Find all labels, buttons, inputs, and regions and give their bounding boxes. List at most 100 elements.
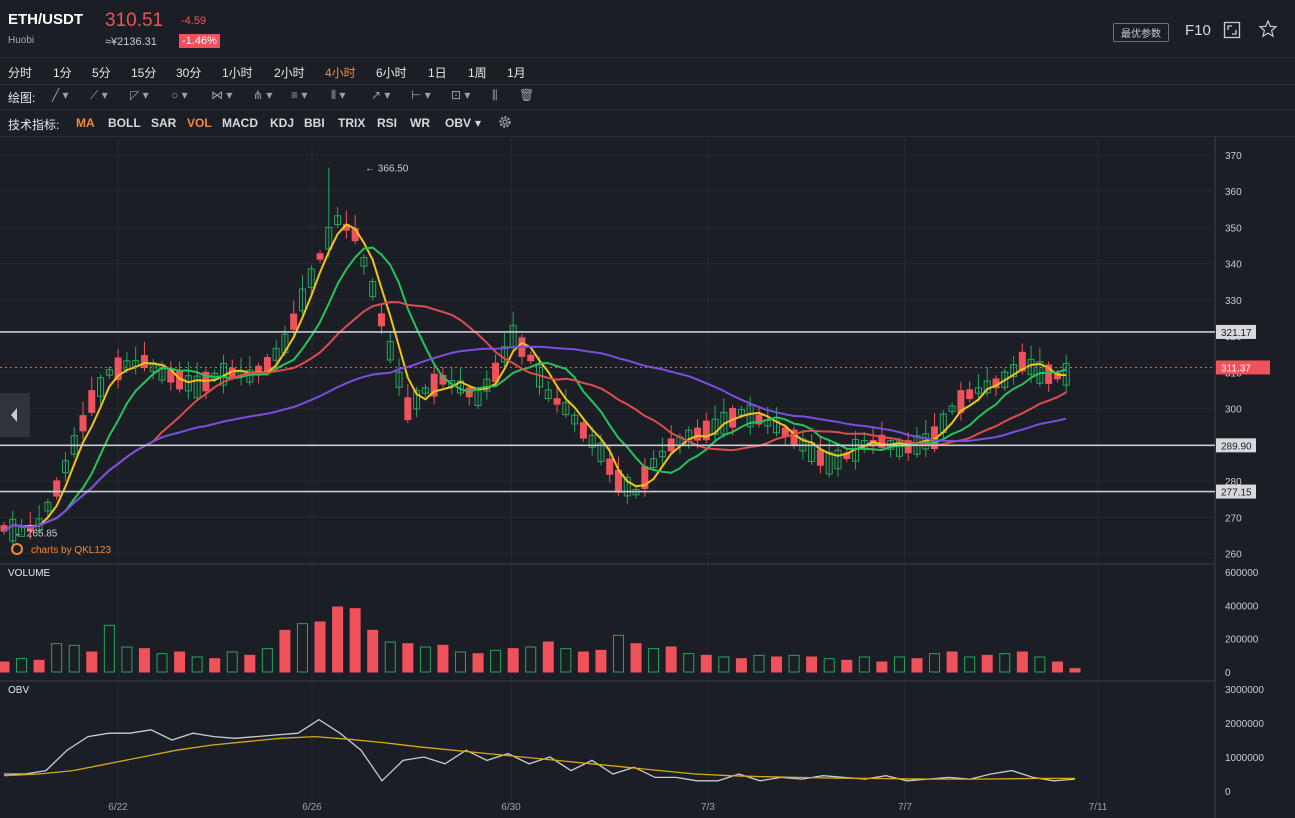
candle-body [737,409,745,416]
magnet-tool-icon[interactable]: ⫼ [492,88,498,102]
volume-bar [419,646,431,673]
indicator-trix[interactable]: TRIX [338,116,366,130]
indicator-vol[interactable]: VOL [187,116,212,130]
candle-body [1001,371,1009,388]
candle-body [1018,351,1026,372]
volume-bar [472,653,484,673]
candle-body [18,527,26,537]
indicator-sar[interactable]: SAR [151,116,177,130]
candle-body [413,389,421,410]
indicator-obv[interactable]: OBV [445,116,472,130]
timeframe-6[interactable]: 2小时 [274,66,305,80]
candle-body [53,480,61,497]
indicator-boll[interactable]: BOLL [108,116,141,130]
pattern-tool-icon[interactable]: ⋈ ▾ [211,88,233,102]
chevron-left-icon [11,408,17,422]
candle-body [360,256,368,267]
timeframe-5[interactable]: 1小时 [222,66,253,80]
price-tick-label: 280 [1225,477,1242,488]
cny-price: ≈¥2136.31 [105,36,157,48]
volume-bar [349,608,361,673]
price-tick-label: 260 [1225,550,1242,561]
obv-tick-label: 0 [1225,787,1231,798]
price-level-badge [1216,360,1270,375]
candle-body [579,422,587,439]
timeframe-7[interactable]: 4小时 [325,66,356,80]
volume-tick-label: 400000 [1225,601,1259,612]
indicator-macd[interactable]: MACD [222,116,258,130]
shape-tool-icon[interactable]: ○ ▾ [171,88,188,102]
chart-area[interactable]: 6/226/266/307/37/77/11370360350340330320… [0,136,1295,818]
indicator-bbi[interactable]: BBI [304,116,325,130]
text-tool-icon[interactable]: ⊡ ▾ [451,88,471,102]
candle-body [816,449,824,466]
f10-button[interactable]: F10 [1185,22,1211,39]
volume-bar [1034,656,1046,673]
candle-body [544,389,552,400]
candle-body [307,268,315,288]
volume-bar [841,659,853,673]
cycle-tool-icon[interactable]: ⫴ ▾ [331,88,346,102]
indicator-wr[interactable]: WR [410,116,430,130]
timeframe-8[interactable]: 6小时 [376,66,407,80]
candle-body [421,387,429,394]
x-tick-label: 7/11 [1089,802,1108,813]
indicator-rsi[interactable]: RSI [377,116,398,130]
timeframe-2[interactable]: 5分 [92,66,111,80]
volume-bar [1051,661,1063,673]
candle-body [272,347,280,361]
volume-bar [542,641,554,673]
arrow-tool-icon[interactable]: ↗ ▾ [371,88,391,102]
timeframe-10[interactable]: 1周 [468,66,487,80]
delete-tool-icon[interactable]: 🗑 [519,88,535,102]
volume-bar [437,644,449,673]
obv-dropdown-caret-icon[interactable]: ▾ [475,116,482,130]
volume-bar [893,656,905,673]
timeframe-3[interactable]: 15分 [131,66,157,80]
candle-body [553,398,561,405]
pitchfork-tool-icon[interactable]: ⋔ ▾ [253,88,273,102]
volume-bar [1016,651,1028,673]
volume-bar [683,653,695,673]
gear-icon[interactable] [498,115,512,129]
indicator-kdj[interactable]: KDJ [270,116,295,130]
scroll-left-button[interactable] [0,393,30,437]
volume-label: VOLUME [8,568,51,579]
star-icon[interactable] [1258,19,1278,39]
candle-body [9,518,17,542]
indicator-bar: 技术指标: MA BOLL SAR VOL MACD KDJ BBI TRIX RSI WR OBV… [0,110,1295,137]
timeframe-9[interactable]: 1日 [428,66,447,80]
volume-bar [876,661,888,673]
timeframe-1[interactable]: 1分 [53,66,72,80]
volume-bar [384,641,396,673]
timeframe-bar: 分时 1分 5分 15分 30分 1小时 2小时 4小时 6小时 1日 1周 1月 [0,58,1295,85]
timeframe-11[interactable]: 1月 [507,66,526,80]
ma-yellow-line [3,223,1067,532]
optimal-params-button[interactable]: 最优参数 [1113,23,1169,42]
candle-body [588,434,596,448]
volume-tick-label: 200000 [1225,635,1259,646]
volume-bar [595,649,607,673]
timeframe-4[interactable]: 30分 [176,66,202,80]
price-level-badge [1216,324,1256,339]
ray-tool-icon[interactable]: ⟋ ▾ [90,88,108,102]
pair-title[interactable]: ETH/USDT [8,11,83,28]
channel-tool-icon[interactable]: ◸ ▾ [130,88,149,102]
volume-bar [68,644,80,673]
volume-bar [858,656,870,673]
volume-bar [507,648,519,673]
line-tool-icon[interactable]: ╱ ▾ [52,88,69,102]
change-percent-badge: -1.46% [179,34,220,48]
volume-bar [490,649,502,673]
volume-bar [138,648,150,673]
obv-signal-line [3,735,1075,780]
candle-body [694,427,702,441]
indicator-ma[interactable]: MA [76,116,95,130]
candle-body [97,377,105,397]
candle-body [404,397,412,421]
measure-tool-icon[interactable]: ⊢ ▾ [411,88,431,102]
fib-tool-icon[interactable]: ≡ ▾ [291,88,308,102]
expand-icon[interactable] [1223,21,1241,39]
timeframe-0[interactable]: 分时 [8,66,33,80]
x-tick-label: 6/30 [501,802,521,813]
